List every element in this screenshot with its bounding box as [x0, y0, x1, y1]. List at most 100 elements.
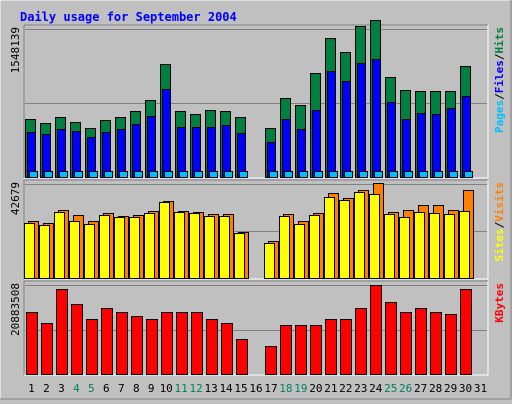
panel-hits-legend: Pages/Files/Hits	[493, 27, 506, 133]
day-label-4: 4	[73, 382, 80, 395]
bar-pages-day-3	[59, 171, 68, 178]
bar-sites-day-18	[279, 216, 290, 279]
panel-visits: 42679 Sites/Visits	[9, 179, 506, 280]
legend-pages: Pages	[493, 100, 506, 133]
day-label-27: 27	[414, 382, 427, 395]
bar-pages-day-1	[29, 171, 38, 178]
bar-kbytes-day-22	[340, 319, 352, 375]
bar-files-day-20	[312, 110, 321, 178]
bar-pages-day-12	[194, 171, 203, 178]
day-label-12: 12	[190, 382, 203, 395]
bar-pages-day-7	[119, 171, 128, 178]
bar-files-day-9	[147, 116, 156, 178]
bar-files-day-13	[207, 127, 216, 178]
bar-sites-day-26	[399, 217, 410, 279]
day-label-29: 29	[444, 382, 457, 395]
day-label-8: 8	[133, 382, 140, 395]
day-label-3: 3	[58, 382, 65, 395]
bar-files-day-12	[192, 127, 201, 178]
legend-visits: Visits	[493, 182, 506, 222]
bar-files-day-22	[342, 81, 351, 178]
bar-pages-day-29	[449, 171, 458, 178]
day-label-6: 6	[103, 382, 110, 395]
bar-pages-day-28	[434, 171, 443, 178]
bar-pages-day-20	[314, 171, 323, 178]
bar-kbytes-day-13	[206, 319, 218, 375]
bar-pages-day-9	[149, 171, 158, 178]
bar-sites-day-12	[189, 213, 200, 279]
bar-pages-day-26	[404, 171, 413, 178]
day-label-30: 30	[459, 382, 472, 395]
bar-files-day-3	[57, 129, 66, 178]
bar-pages-day-11	[179, 171, 188, 178]
bar-pages-day-25	[389, 171, 398, 178]
bar-kbytes-day-1	[26, 312, 38, 375]
bar-sites-day-23	[354, 192, 365, 279]
bar-sites-day-4	[69, 221, 80, 279]
bar-files-day-19	[297, 129, 306, 178]
bar-kbytes-day-6	[101, 308, 113, 375]
bar-files-day-15	[237, 133, 246, 178]
bar-pages-day-14	[224, 171, 233, 178]
panel-visits-legend: Sites/Visits	[493, 182, 506, 262]
bar-sites-day-17	[264, 243, 275, 279]
bar-kbytes-day-29	[445, 314, 457, 375]
day-label-2: 2	[43, 382, 50, 395]
bar-kbytes-day-15	[236, 339, 248, 375]
panel-kbytes-axis-max-label: 20883508	[9, 283, 22, 336]
bar-sites-day-30	[459, 211, 470, 279]
bar-kbytes-day-24	[370, 285, 382, 375]
bar-sites-day-3	[54, 212, 65, 279]
bar-files-day-24	[372, 59, 381, 178]
bar-pages-day-18	[284, 171, 293, 178]
panel-visits-axis-max-label: 42679	[9, 182, 22, 215]
bar-sites-day-29	[444, 214, 455, 279]
bar-sites-day-20	[309, 215, 320, 279]
bar-files-day-14	[222, 125, 231, 178]
day-label-21: 21	[324, 382, 337, 395]
bar-sites-day-7	[114, 217, 125, 279]
bar-kbytes-day-9	[146, 319, 158, 375]
day-label-20: 20	[309, 382, 322, 395]
legend-hits: Hits	[493, 27, 506, 54]
bar-sites-day-25	[384, 214, 395, 279]
bar-pages-day-22	[344, 171, 353, 178]
day-label-31: 31	[474, 382, 487, 395]
legend-separator: /	[493, 93, 506, 100]
bar-kbytes-day-26	[400, 312, 412, 375]
bar-pages-day-5	[89, 171, 98, 178]
bar-files-day-30	[462, 96, 471, 178]
bar-files-day-25	[387, 102, 396, 178]
bar-files-day-18	[282, 119, 291, 178]
bar-sites-day-9	[144, 213, 155, 279]
bar-files-day-28	[432, 114, 441, 178]
bar-sites-day-28	[429, 213, 440, 279]
bar-sites-day-10	[159, 202, 170, 279]
bar-pages-day-21	[329, 171, 338, 178]
bar-sites-day-19	[294, 224, 305, 279]
day-label-16: 16	[249, 382, 262, 395]
day-label-5: 5	[88, 382, 95, 395]
bar-pages-day-4	[74, 171, 83, 178]
bar-sites-day-6	[99, 215, 110, 279]
chart-panels: 1548139Pages/Files/Hits42679Sites/Visits…	[9, 20, 506, 376]
chart-title: Daily usage for September 2004	[20, 10, 237, 24]
day-label-19: 19	[294, 382, 307, 395]
bar-pages-day-6	[104, 171, 113, 178]
bar-sites-day-24	[369, 194, 380, 279]
bar-sites-day-21	[324, 197, 335, 279]
panel-kbytes: 20883508 KBytes	[9, 280, 506, 376]
bar-files-day-1	[27, 132, 36, 178]
bar-kbytes-day-8	[131, 316, 143, 375]
day-label-9: 9	[148, 382, 155, 395]
bar-kbytes-day-5	[86, 319, 98, 375]
bar-kbytes-day-17	[265, 346, 277, 375]
day-label-17: 17	[264, 382, 277, 395]
bar-files-day-6	[102, 132, 111, 178]
bar-pages-day-23	[359, 171, 368, 178]
bar-kbytes-day-25	[385, 302, 397, 375]
bar-files-day-21	[327, 71, 336, 178]
day-label-23: 23	[354, 382, 367, 395]
day-label-14: 14	[219, 382, 233, 395]
bar-files-day-23	[357, 63, 366, 178]
